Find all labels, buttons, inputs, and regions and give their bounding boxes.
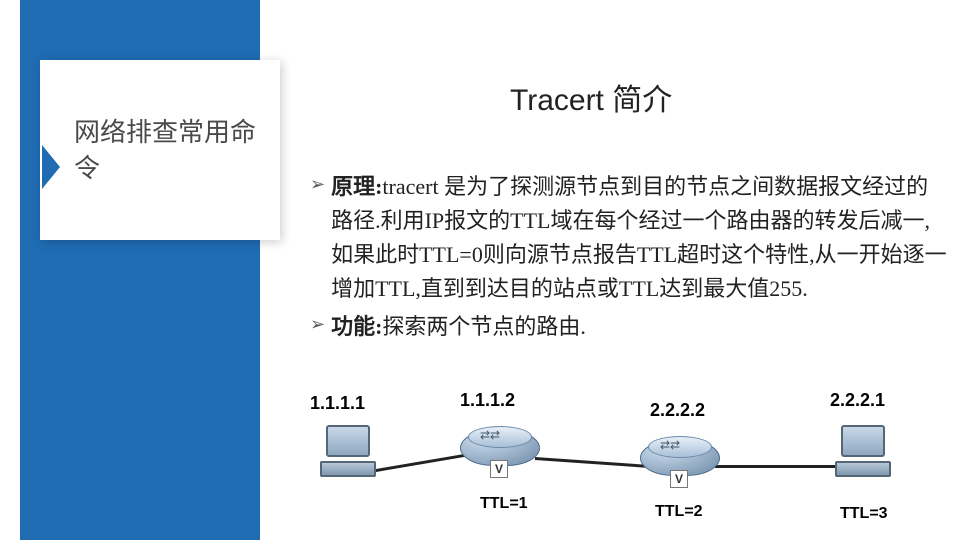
ttl-label: TTL=2 — [655, 503, 703, 521]
pc-monitor — [841, 425, 885, 457]
bullet-icon: ➢ — [310, 314, 325, 335]
ttl-label: TTL=1 — [480, 495, 528, 513]
bullet-body: 探索两个节点的路由. — [382, 314, 586, 339]
pc-base — [835, 461, 891, 477]
ttl-label: TTL=3 — [840, 505, 888, 523]
sidebar-card: 网络排查常用命令 — [40, 60, 280, 240]
router-badge: V — [670, 470, 688, 488]
bullet-row: ➢ 原理:tracert 是为了探测源节点到目的节点之间数据报文经过的路径.利用… — [310, 170, 950, 306]
bullet-icon: ➢ — [310, 174, 325, 195]
router-icon: ⇄⇄ V — [460, 430, 540, 480]
bullet-text: 原理:tracert 是为了探测源节点到目的节点之间数据报文经过的路径.利用IP… — [331, 170, 950, 306]
pc-icon — [835, 425, 895, 485]
node-ip-label: 2.2.2.2 — [650, 400, 705, 421]
network-cable — [535, 457, 650, 468]
router-arrows-icon: ⇄⇄ — [660, 438, 680, 452]
router-icon: ⇄⇄ V — [640, 440, 720, 490]
sidebar-card-title: 网络排查常用命令 — [74, 114, 280, 187]
pc-base — [320, 461, 376, 477]
router-badge: V — [490, 460, 508, 478]
page-title: Tracert 简介 — [510, 75, 672, 119]
node-ip-label: 1.1.1.2 — [460, 390, 515, 411]
network-diagram: 1.1.1.1 1.1.1.2 TTL=1 ⇄⇄ V 2.2.2.2 TTL=2 ⇄⇄ V 2.2… — [310, 385, 950, 535]
bullet-label: 原理: — [331, 174, 382, 199]
network-cable — [370, 453, 470, 473]
node-ip-label: 1.1.1.1 — [310, 393, 365, 414]
bullet-row: ➢ 功能:探索两个节点的路由. — [310, 310, 950, 344]
sidebar-arrow-icon — [42, 145, 60, 189]
bullet-body: tracert 是为了探测源节点到目的节点之间数据报文经过的路径.利用IP报文的… — [331, 174, 947, 301]
router-arrows-icon: ⇄⇄ — [480, 428, 500, 442]
node-ip-label: 2.2.2.1 — [830, 390, 885, 411]
network-cable — [715, 465, 840, 468]
bullet-text: 功能:探索两个节点的路由. — [331, 310, 586, 344]
pc-icon — [320, 425, 380, 485]
pc-monitor — [326, 425, 370, 457]
content-area: ➢ 原理:tracert 是为了探测源节点到目的节点之间数据报文经过的路径.利用… — [310, 170, 950, 348]
bullet-label: 功能: — [331, 314, 382, 339]
